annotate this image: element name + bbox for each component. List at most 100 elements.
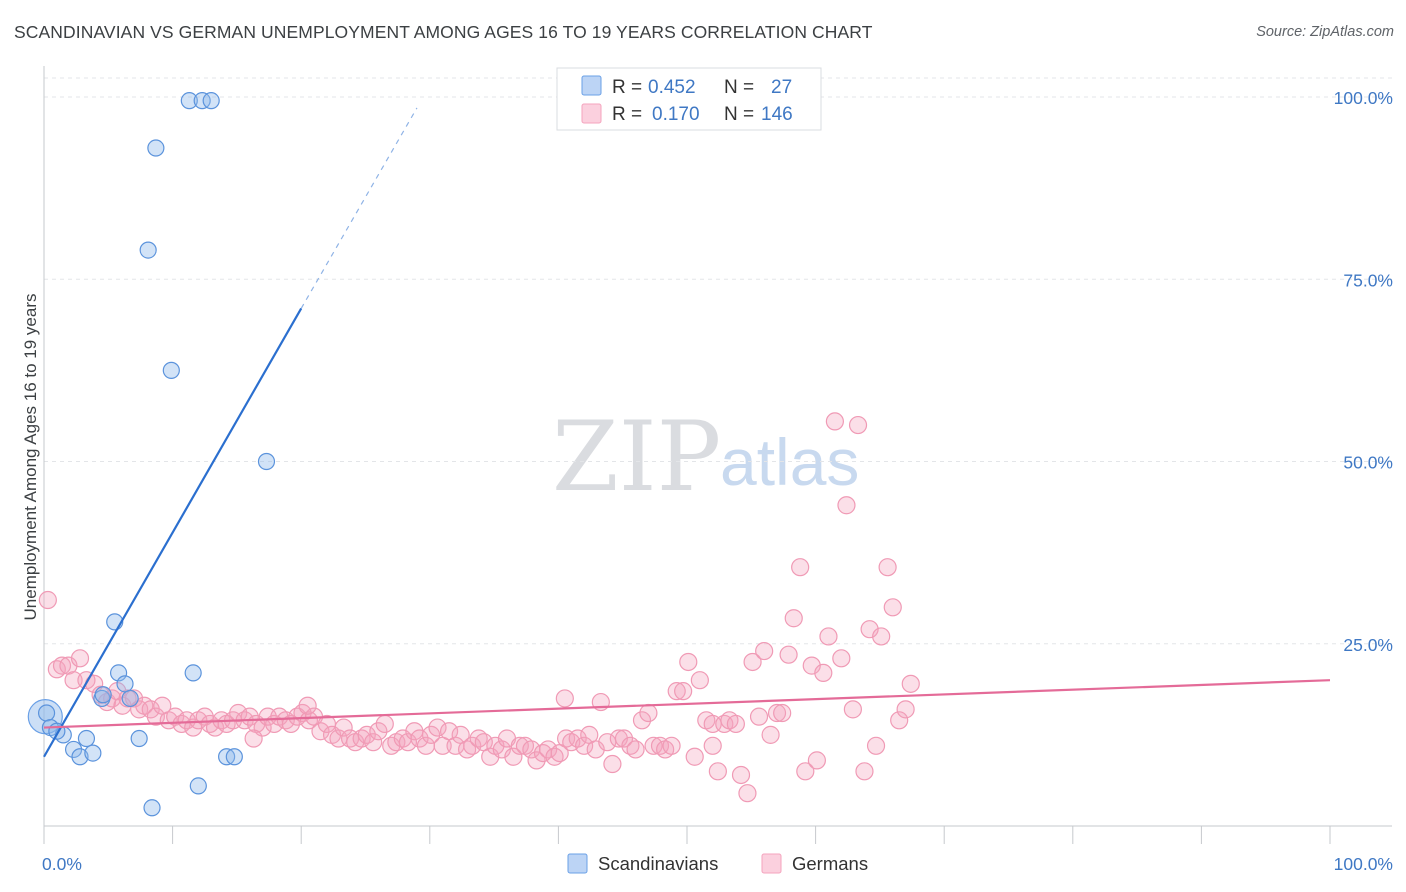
y-axis-label: Unemployment Among Ages 16 to 19 years — [21, 294, 40, 621]
scandinavians-point — [193, 92, 211, 110]
germans-point — [626, 740, 645, 759]
germans-point — [64, 671, 83, 690]
germans-point — [674, 682, 693, 701]
germans-point — [731, 765, 751, 785]
germans-point — [825, 412, 844, 431]
x-tick-label: 0.0% — [42, 854, 82, 874]
legend-r-label-1: R = — [612, 77, 642, 98]
scandinavians-point — [84, 744, 102, 762]
germans-point — [575, 736, 594, 755]
germans-point — [679, 652, 698, 672]
germans-point — [738, 784, 757, 803]
germans-point — [38, 590, 57, 610]
germans-point — [124, 689, 144, 708]
germans-point — [298, 696, 317, 715]
bottom-legend-swatch-germans — [761, 853, 782, 874]
germans-point — [52, 656, 72, 675]
legend-r-value-1: 0.452 — [648, 77, 696, 98]
scandinavians-point — [184, 664, 202, 682]
germans-point — [843, 700, 862, 719]
germans-point — [428, 718, 447, 737]
legend-r-value-2: 0.170 — [652, 104, 700, 125]
germans-point — [421, 725, 441, 744]
bottom-legend-scandinavians: Scandinavians — [598, 853, 718, 874]
watermark-zip: ZIP — [552, 401, 721, 513]
bottom-legend-swatch-scandinavians — [567, 853, 588, 874]
scandinavians-point — [257, 452, 276, 471]
germans-point — [244, 729, 263, 748]
scandinavians-point — [116, 675, 134, 693]
scandinavians-point — [77, 729, 96, 748]
legend-n-value-1: 27 — [771, 77, 792, 98]
scandinavians-point — [94, 686, 112, 704]
germans-point — [667, 682, 686, 701]
scandinavians-point — [139, 241, 157, 259]
y-tick-label: 100.0% — [1334, 88, 1393, 108]
germans-point — [866, 736, 886, 755]
germans-point — [883, 598, 902, 617]
legend-swatch-germans — [581, 103, 602, 124]
bottom-legend: Scandinavians Germans — [567, 853, 868, 874]
germans-point — [398, 733, 418, 752]
scandinavians-trend-line — [43, 307, 303, 758]
germans-point — [70, 649, 90, 668]
germans-point — [375, 714, 394, 734]
germans-point — [708, 762, 727, 781]
scandinavians-point — [37, 704, 56, 722]
germans-point — [855, 762, 874, 781]
scandinavians-points — [27, 92, 276, 817]
germans-point — [463, 736, 482, 755]
germans-point — [334, 718, 353, 737]
germans-point — [410, 729, 429, 748]
germans-point — [311, 722, 330, 741]
germans-point — [614, 729, 634, 748]
legend-n-label-2: N = — [724, 104, 754, 125]
germans-point — [369, 722, 388, 741]
scandinavians-point — [121, 689, 139, 708]
germans-point — [749, 707, 769, 726]
scandinavians-trend-extension — [300, 107, 418, 309]
scandinavians-point — [189, 777, 207, 795]
germans-point — [690, 671, 709, 690]
germans-point — [767, 703, 787, 723]
germans-point — [510, 736, 529, 755]
germans-point — [755, 641, 774, 661]
germans-points — [38, 412, 920, 803]
tick-labels: 25.0% 50.0% 75.0% 100.0% 0.0% 100.0% — [42, 88, 1393, 874]
germans-point — [848, 415, 868, 435]
y-tick-label: 25.0% — [1343, 635, 1393, 655]
legend-n-label-1: N = — [724, 77, 754, 98]
y-tick-label: 50.0% — [1343, 453, 1393, 473]
scandinavians-point — [143, 799, 161, 817]
legend: R = 0.452 N = 27 R = 0.170 N = 146 — [556, 67, 822, 131]
germans-point — [364, 733, 383, 752]
scandinavians-point — [130, 729, 148, 748]
germans-point — [527, 751, 546, 770]
germans-point — [878, 558, 897, 577]
germans-point — [807, 751, 826, 770]
germans-point — [639, 703, 658, 723]
grid-lines — [44, 77, 1392, 645]
chart-title: SCANDINAVIAN VS GERMAN UNEMPLOYMENT AMON… — [14, 22, 873, 42]
y-tick-label: 75.0% — [1343, 270, 1393, 290]
germans-point — [791, 558, 810, 577]
germans-point — [901, 674, 920, 693]
germans-point — [743, 652, 762, 672]
scandinavians-point — [162, 361, 180, 379]
germans-point — [872, 627, 891, 646]
scandinavians-point — [71, 748, 89, 766]
germans-point — [784, 609, 803, 628]
chart-source: Source: ZipAtlas.com — [1256, 24, 1394, 40]
germans-point — [773, 703, 792, 723]
germans-point — [890, 711, 909, 730]
scandinavians-point — [147, 139, 165, 157]
trend-lines — [43, 107, 1331, 758]
germans-point — [662, 736, 681, 755]
germans-point — [796, 762, 815, 781]
germans-point — [726, 714, 745, 734]
germans-point — [568, 729, 587, 748]
germans-point — [166, 707, 185, 726]
germans-point — [539, 740, 558, 759]
germans-point — [555, 689, 574, 708]
